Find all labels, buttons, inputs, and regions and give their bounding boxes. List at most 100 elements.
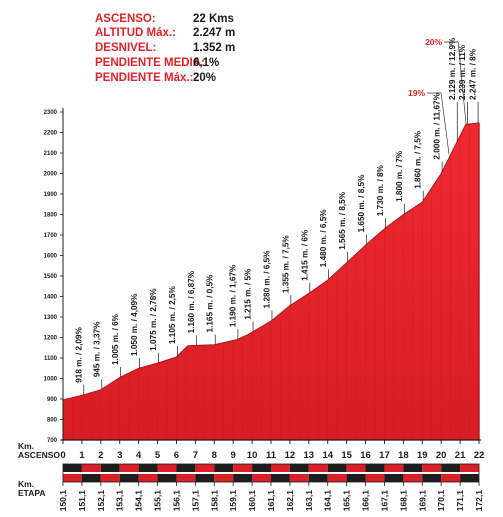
- stage-km-label: 169,1: [417, 490, 427, 512]
- annotation-label: 2.247 m. / 8%: [469, 48, 478, 100]
- x-axis-label-etapa-2: ETAPA: [18, 488, 46, 498]
- stage-km-label: 163,1: [304, 490, 314, 512]
- km-band-ascenso: [157, 464, 177, 472]
- annotation-label: 1.800 m. / 7%: [395, 150, 404, 202]
- stage-km-label: 166,1: [361, 490, 371, 512]
- stage-km-label: 158,1: [209, 490, 219, 512]
- info-value: 22 Kms: [193, 13, 234, 25]
- x-tick-label: 22: [474, 450, 485, 461]
- stage-km-label: 167,1: [379, 490, 389, 512]
- x-tick-label: 14: [322, 450, 333, 461]
- stage-km-label: 160,1: [247, 490, 257, 512]
- x-tick-label: 21: [455, 450, 466, 461]
- km-band-etapa: [271, 474, 290, 482]
- annotation-label: 1.160 m. / 6,87%: [187, 270, 196, 333]
- stage-km-label: 168,1: [398, 490, 408, 512]
- info-label: PENDIENTE MEDIA:: [95, 57, 205, 69]
- info-value: 20%: [193, 72, 217, 84]
- y-tick-label: 800: [47, 418, 58, 424]
- annotation-label: 1.050 m. / 4,09%: [130, 293, 139, 356]
- km-band-etapa: [81, 474, 101, 482]
- gradient-callout-leader: [440, 92, 450, 155]
- km-band-etapa: [63, 474, 82, 482]
- y-tick-label: 1900: [44, 192, 58, 198]
- annotation-label: 1.075 m. / 2,78%: [149, 288, 158, 351]
- annotation-label: 1.480 m. / 6,5%: [319, 209, 328, 268]
- gradient-callout: 19%: [408, 88, 425, 98]
- annotation-label: 1.730 m. / 8%: [376, 164, 385, 216]
- annotation-label: 1.190 m. / 1,67%: [228, 264, 237, 327]
- km-band-etapa: [403, 474, 423, 482]
- km-band-ascenso: [176, 464, 196, 472]
- km-band-etapa: [233, 474, 253, 482]
- stage-km-label: 151,1: [77, 490, 87, 512]
- y-tick-label: 1300: [44, 315, 58, 321]
- km-band-ascenso: [289, 464, 309, 472]
- km-band-ascenso: [365, 464, 385, 472]
- annotation-label: 2.000 m. / 11,67%: [433, 92, 442, 159]
- annotation-label: 1.565 m. / 8,5%: [338, 191, 347, 250]
- km-band-etapa: [157, 474, 177, 482]
- km-band-ascenso: [81, 464, 101, 472]
- stage-km-label: 162,1: [285, 490, 295, 512]
- x-tick-label: 8: [212, 450, 217, 461]
- x-tick-label: 19: [417, 450, 428, 461]
- stage-km-label: 165,1: [342, 490, 352, 512]
- km-band-etapa: [214, 474, 234, 482]
- annotation-label: 1.355 m. / 7,5%: [281, 235, 290, 294]
- stage-km-label: 161,1: [266, 490, 276, 512]
- km-band-etapa: [346, 474, 366, 482]
- annotation-label: 1.165 m. / 0,5%: [206, 274, 215, 333]
- km-band-etapa: [327, 474, 347, 482]
- km-band-etapa: [138, 474, 158, 482]
- annotation-label: 918 m. / 2,09%: [74, 327, 83, 383]
- km-band-ascenso: [233, 464, 253, 472]
- info-label: ASCENSO:: [95, 13, 156, 25]
- km-band-ascenso: [119, 464, 139, 472]
- y-tick-label: 900: [47, 397, 58, 403]
- y-tick-label: 2300: [44, 110, 58, 116]
- x-tick-label: 0: [60, 450, 65, 461]
- x-tick-label: 12: [285, 450, 296, 461]
- annotation-label: 2.239 m. / 11%: [458, 44, 467, 100]
- km-band-etapa: [460, 474, 479, 482]
- stage-km-label: 157,1: [190, 490, 200, 512]
- annotation-label: 1.860 m. / 7,5%: [414, 130, 423, 189]
- x-tick-label: 18: [398, 450, 409, 461]
- stage-km-label: 172,1: [474, 490, 484, 512]
- annotation-label: 1.650 m. / 8,5%: [357, 174, 366, 233]
- y-tick-label: 700: [47, 438, 58, 444]
- climb-info-panel: ASCENSO: 22 Kms ALTITUD Máx.: 2.247 m DE…: [0, 0, 503, 100]
- km-band-etapa: [384, 474, 404, 482]
- annotation-label: 2.129 m. / 12,9%: [448, 37, 457, 100]
- km-band-ascenso: [63, 464, 82, 472]
- x-axis-label-ascenso-2: ASCENSO: [18, 450, 60, 460]
- km-band-etapa: [195, 474, 215, 482]
- x-tick-label: 20: [436, 450, 447, 461]
- info-label: PENDIENTE Máx.:: [95, 72, 194, 84]
- stage-km-label: 154,1: [134, 490, 144, 512]
- x-tick-label: 4: [136, 450, 142, 461]
- km-band-ascenso: [346, 464, 366, 472]
- x-tick-label: 3: [117, 450, 122, 461]
- km-band-ascenso: [403, 464, 423, 472]
- annotation-layer: 918 m. / 2,09% 945 m. / 3,37% 1.005 m. / 6…: [74, 37, 479, 395]
- x-tick-label: 5: [155, 450, 161, 461]
- gradient-callout-leader: [457, 41, 467, 125]
- km-band-ascenso: [195, 464, 215, 472]
- x-tick-label: 1: [79, 450, 85, 461]
- km-band-etapa: [422, 474, 442, 482]
- info-value: 2.247 m: [193, 27, 236, 39]
- y-tick-label: 1700: [44, 233, 58, 239]
- km-band-ascenso: [327, 464, 347, 472]
- stage-km-label: 155,1: [153, 490, 163, 512]
- x-axis: 0 1 2 3 4 5 6 7 8 9 10 11 12 13 14 15 16 17 18 19 20 21 22150,…: [58, 439, 485, 512]
- x-tick-label: 7: [193, 450, 198, 461]
- km-band-ascenso: [214, 464, 234, 472]
- km-band-etapa: [176, 474, 196, 482]
- x-tick-label: 2: [98, 450, 103, 461]
- km-band-ascenso: [422, 464, 442, 472]
- annotation-label: 945 m. / 3,37%: [92, 321, 101, 377]
- x-tick-label: 16: [360, 450, 371, 461]
